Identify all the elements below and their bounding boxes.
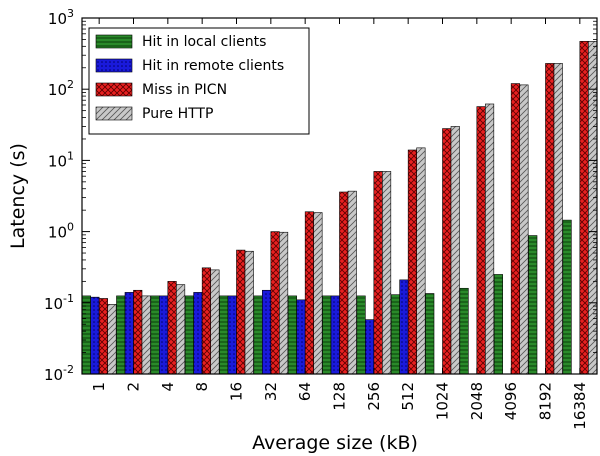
- legend-swatch: [95, 58, 133, 73]
- bar: [270, 231, 280, 375]
- legend-label: Hit in remote clients: [142, 58, 284, 74]
- bar: [244, 250, 254, 375]
- bar: [287, 295, 297, 375]
- bar: [262, 289, 272, 375]
- bar: [579, 41, 589, 375]
- legend-label: Miss in PICN: [142, 82, 227, 98]
- bar: [382, 171, 392, 375]
- x-axis-title: Average size (kB): [252, 432, 418, 454]
- bar: [124, 292, 134, 375]
- y-tick-label: 103: [48, 7, 74, 28]
- bar: [227, 295, 237, 375]
- bar: [347, 190, 357, 375]
- bar: [167, 281, 177, 375]
- y-tick-label: 10-1: [44, 292, 74, 313]
- bar: [399, 279, 409, 375]
- bar: [304, 211, 314, 375]
- bar: [159, 295, 169, 375]
- bar: [98, 298, 108, 375]
- bar: [365, 319, 375, 375]
- legend-swatch: [95, 34, 133, 49]
- bar: [425, 293, 435, 375]
- x-tick-label: 16: [228, 382, 246, 401]
- bar: [296, 299, 306, 375]
- bar: [279, 231, 289, 375]
- bar: [510, 83, 520, 375]
- bar: [322, 295, 332, 375]
- x-tick-label: 8192: [537, 382, 555, 420]
- legend-label: Pure HTTP: [142, 106, 213, 122]
- bar: [176, 284, 186, 375]
- y-axis: 10-2 10-1 100 101 102 103: [44, 7, 597, 384]
- bar: [210, 269, 220, 375]
- bar: [493, 274, 503, 375]
- bar: [193, 292, 203, 375]
- bar: [416, 147, 426, 375]
- x-tick-label: 64: [296, 382, 314, 401]
- x-tick-label: 128: [331, 382, 349, 411]
- bar: [339, 191, 349, 375]
- bar: [219, 295, 229, 375]
- bar: [450, 126, 460, 375]
- legend-label: Hit in local clients: [142, 34, 266, 50]
- bar: [442, 128, 452, 375]
- x-tick-label: 4: [159, 382, 177, 392]
- x-tick-label: 1024: [434, 382, 452, 420]
- bar: [90, 296, 100, 375]
- bar: [141, 295, 151, 375]
- y-tick-label: 102: [48, 78, 74, 99]
- bar: [545, 63, 555, 375]
- y-tick-label: 100: [48, 221, 74, 242]
- x-tick-label: 16384: [571, 382, 589, 430]
- bar: [407, 149, 417, 375]
- bar: [236, 249, 246, 375]
- y-axis-title: Latency (s): [7, 143, 29, 249]
- x-tick-label: 512: [399, 382, 417, 411]
- x-axis: 1 2 4 8 16 32 64 128 256 512 1024 2048 4096 8192 16384: [90, 18, 589, 430]
- bar: [356, 295, 366, 375]
- bar: [107, 304, 117, 375]
- bar: [476, 106, 486, 375]
- bar: [116, 295, 126, 375]
- x-tick-label: 2: [125, 382, 143, 392]
- legend-swatch: [95, 82, 133, 97]
- x-tick-label: 8: [193, 382, 211, 392]
- bar: [528, 235, 538, 375]
- bar: [373, 171, 383, 375]
- bar: [459, 287, 469, 375]
- bar: [485, 103, 495, 375]
- y-tick-label: 10-2: [44, 363, 74, 384]
- x-tick-label: 32: [262, 382, 280, 401]
- x-tick-label: 256: [365, 382, 383, 411]
- y-tick-label: 101: [48, 149, 74, 170]
- bar: [201, 267, 211, 375]
- bar: [133, 289, 143, 375]
- bar: [553, 63, 563, 375]
- bars-layer: [81, 41, 598, 375]
- legend-swatch: [95, 106, 133, 121]
- legend: Hit in local clients Hit in remote client…: [88, 27, 310, 135]
- x-tick-label: 1: [90, 382, 108, 392]
- bar: [390, 294, 400, 375]
- bar: [562, 219, 572, 375]
- bar: [253, 295, 263, 375]
- bar: [150, 295, 160, 375]
- bar: [519, 84, 529, 375]
- x-tick-label: 4096: [502, 382, 520, 420]
- bar: [81, 295, 91, 375]
- x-tick-label: 2048: [468, 382, 486, 420]
- bar: [184, 295, 194, 375]
- bar: [313, 212, 323, 375]
- bar: [330, 295, 340, 375]
